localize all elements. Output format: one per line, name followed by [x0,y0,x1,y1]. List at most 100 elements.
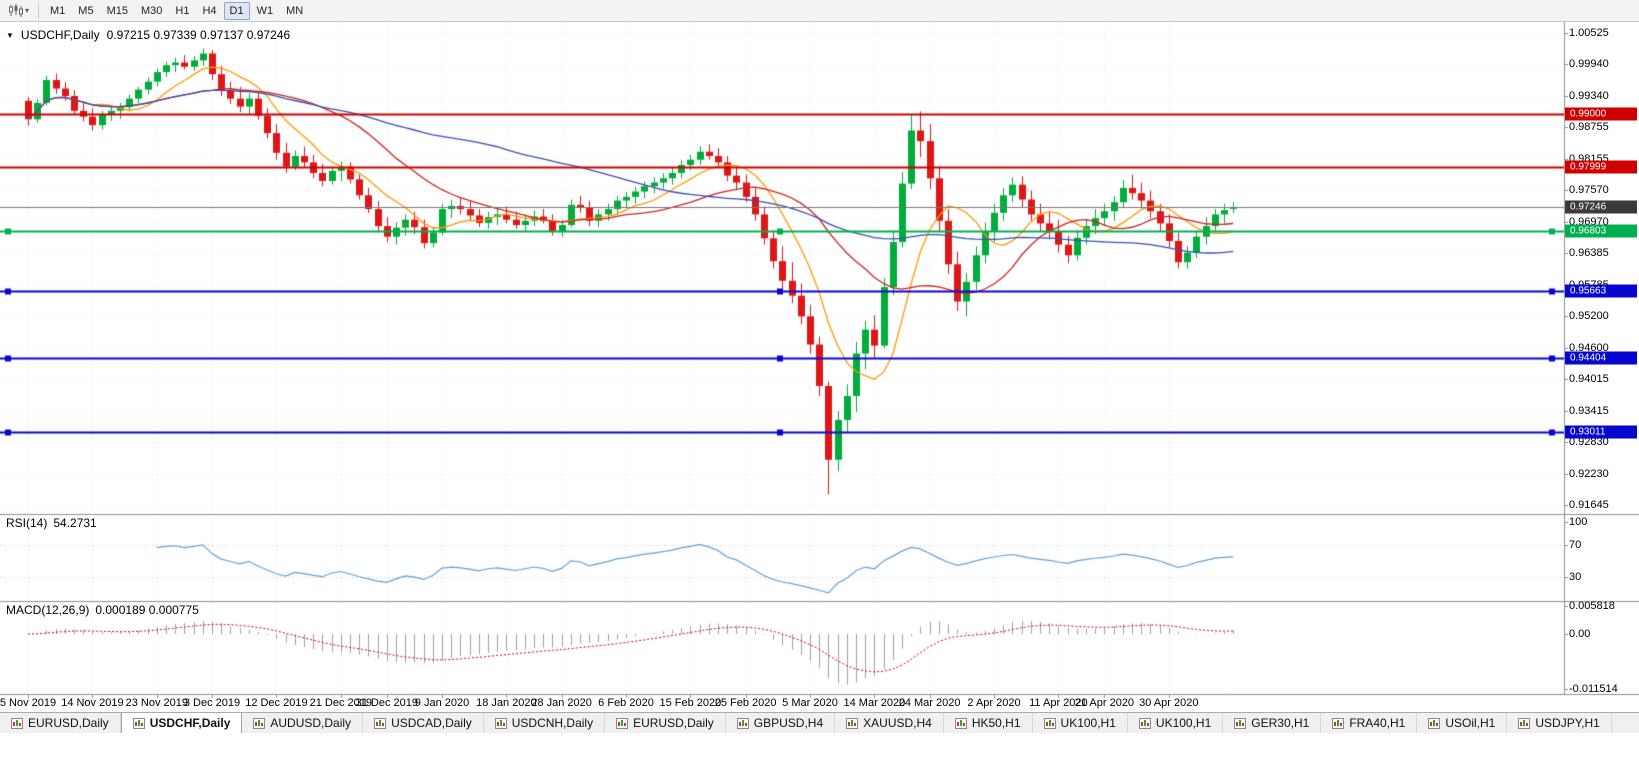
macd-axis-label: 0.005818 [1569,600,1615,613]
chart-area: ▼ USDCHF,Daily 0.97215 0.97339 0.97137 0… [0,22,1639,712]
chart-tab-uk100-h1[interactable]: UK100,H1 [1127,713,1224,733]
timeframe-button-m30[interactable]: M30 [140,4,163,17]
chart-tab-usdcnh-daily[interactable]: USDCNH,Daily [483,713,606,733]
macd-axis-label: -0.011514 [1569,682,1618,695]
chart-tab-label: GBPUSD,H4 [753,716,824,730]
date-axis-label: 14 Mar 2020 [843,697,906,709]
chart-ohlc-values: 0.97215 0.97339 0.97137 0.97246 [106,28,291,42]
rsi-axis-label: 30 [1569,570,1582,583]
timeframe-button-m1[interactable]: M1 [50,4,66,17]
chart-tab-icon [954,717,967,729]
chart-tab-usdcad-daily[interactable]: USDCAD,Daily [363,713,484,733]
chart-tab-label: UK100,H1 [1060,716,1116,730]
chart-tab-label: USOil,H1 [1445,716,1496,730]
chart-tabs-bar: EURUSD,Daily USDCHF,Daily AUDUSD,Daily USDC… [0,712,1639,733]
chart-tab-label: USDJPY,H1 [1535,716,1600,730]
date-axis-label: 24 Mar 2020 [898,697,961,709]
price-chart-canvas[interactable] [0,22,1639,712]
price-axis-label: 0.99940 [1569,58,1609,71]
rsi-indicator-value: 54.2731 [53,516,97,530]
date-axis-label: 2 Apr 2020 [967,697,1021,709]
timeframe-button-h4[interactable]: H4 [202,4,217,17]
chart-tab-xauusd-h4[interactable]: XAUUSD,H4 [835,713,944,733]
timeframe-button-d1[interactable]: D1 [223,1,250,20]
date-axis-label: 28 Jan 2020 [531,697,592,709]
date-axis-label: 5 Nov 2019 [0,697,57,709]
timeframe-button-h1[interactable]: H1 [175,4,190,17]
chart-tab-usdchf-daily[interactable]: USDCHF,Daily [120,713,243,733]
chart-tab-icon [1234,717,1247,729]
chart-tab-eurusd-daily[interactable]: EURUSD,Daily [605,713,726,733]
chart-tab-icon [1518,717,1531,729]
macd-axis-label: 0.00 [1569,628,1591,640]
chart-tab-ger30-h1[interactable]: GER30,H1 [1223,713,1322,733]
date-axis-label: 3 Dec 2019 [183,697,241,709]
timeframe-button-m5[interactable]: M5 [78,4,94,17]
macd-panel-label: MACD(12,26,9) 0.000189 0.000775 [6,603,199,617]
chart-tab-icon [1138,717,1151,729]
price-axis-label: 0.98755 [1569,121,1609,134]
price-axis-label: 0.92230 [1569,467,1609,480]
date-axis-label: 14 Nov 2019 [61,697,124,709]
price-level-badge: 0.97999 [1565,160,1637,174]
rsi-indicator-name: RSI(14) [6,516,48,530]
chart-tab-label: GER30,H1 [1251,716,1310,730]
price-axis-label: 0.96385 [1569,246,1609,259]
chart-tab-label: EURUSD,Daily [633,716,714,730]
price-level-badge: 0.93011 [1565,425,1637,439]
chart-tab-label: HK50,H1 [971,716,1021,730]
rsi-axis-label: 70 [1569,539,1582,552]
price-level-badge: 0.95663 [1565,284,1637,298]
chart-tab-label: UK100,H1 [1155,716,1212,730]
toolbar-separator [38,2,40,19]
chart-tab-icon [1043,717,1056,729]
chart-tab-usdjpy-h1[interactable]: USDJPY,H1 [1507,713,1612,733]
chart-tab-audusd-daily[interactable]: AUDUSD,Daily [242,713,364,733]
date-axis-label: 30 Apr 2020 [1139,697,1199,709]
chart-tab-fra40-h1[interactable]: FRA40,H1 [1321,713,1418,733]
chart-tab-icon [11,717,23,729]
current-price-badge: 0.97246 [1565,200,1637,214]
macd-indicator-values: 0.000189 0.000775 [95,603,199,617]
date-axis-label: 23 Nov 2019 [125,697,188,709]
date-axis-label: 31 Dec 2019 [355,697,418,709]
chart-tab-eurusd-daily[interactable]: EURUSD,Daily [0,713,121,733]
price-axis-label: 1.00525 [1569,27,1609,40]
chart-tab-label: EURUSD,Daily [28,716,109,730]
timeframe-button-w1[interactable]: W1 [256,4,274,17]
timeframe-button-mn[interactable]: MN [286,4,304,17]
price-axis-label: 0.93415 [1569,404,1609,417]
chart-tab-label: AUDUSD,Daily [270,716,352,730]
chart-tab-label: USDCAD,Daily [391,716,472,730]
rsi-panel-label: RSI(14) 54.2731 [6,516,97,530]
chart-tab-icon [253,717,266,729]
date-axis-label: 21 Apr 2020 [1074,697,1135,709]
price-level-badge: 0.94404 [1565,351,1637,365]
timeframe-toolbar: ▾ M1 M5 M15 M30 H1 H4 D1 W1 MN [0,0,1639,22]
price-axis-label: 0.94015 [1569,372,1609,385]
macd-indicator-name: MACD(12,26,9) [6,603,90,617]
date-axis-label: 5 Mar 2020 [782,697,838,709]
chart-tab-icon [1332,717,1345,729]
candlestick-chart-icon [9,4,23,17]
date-axis-label: 9 Jan 2020 [414,697,470,709]
chart-tab-label: USDCNH,Daily [511,716,594,730]
chart-type-button[interactable]: ▾ [4,2,33,20]
bottom-spacer [0,733,1639,763]
chart-tab-gbpusd-h4[interactable]: GBPUSD,H4 [725,713,836,733]
price-axis-label: 0.97570 [1569,183,1609,196]
chart-tab-icon [616,717,629,729]
timeframe-button-m15[interactable]: M15 [106,4,128,17]
price-axis-label: 0.99340 [1569,89,1609,102]
chart-tab-icon [846,717,859,729]
chart-tab-icon [374,717,387,729]
chart-tab-uk100-h1[interactable]: UK100,H1 [1032,713,1128,733]
price-axis-label: 0.92830 [1569,435,1609,448]
chart-tab-icon [494,717,507,729]
price-axis-label: 0.91645 [1569,498,1609,511]
chart-tab-hk50-h1[interactable]: HK50,H1 [943,713,1033,733]
chart-tab-usoil-h1[interactable]: USOil,H1 [1417,713,1508,733]
timeframe-buttons: M1 M5 M15 M30 H1 H4 D1 W1 MN [44,1,309,20]
chart-tab-icon [132,717,145,729]
